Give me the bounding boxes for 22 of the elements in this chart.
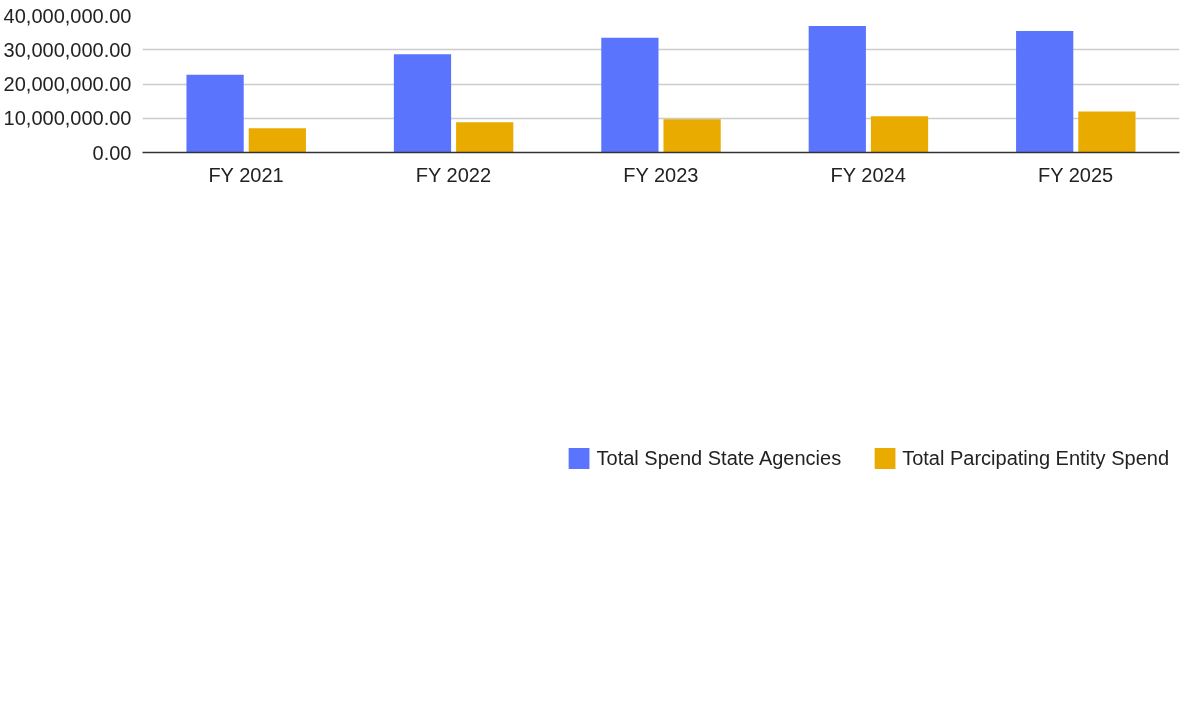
y-tick-label: 30,000,000.00 [3,38,132,61]
bar [393,54,452,153]
bar [1016,30,1074,153]
bar [808,26,866,153]
y-tick-label: 0.00 [92,141,132,164]
bar [456,122,514,153]
x-tick-label: FY 2024 [830,163,906,186]
x-tick-label: FY 2023 [623,163,699,186]
bar [601,37,659,153]
bar [663,119,721,153]
legend-label: Total Parcipating Entity Spend [902,446,1169,470]
bar [186,74,244,153]
x-tick-label: FY 2022 [415,163,492,186]
x-tick-label: FY 2021 [208,163,284,186]
bar [870,116,929,153]
bar [1078,111,1136,153]
x-tick-label: FY 2025 [1038,163,1114,186]
legend-label: Total Spend State Agencies [596,446,842,470]
y-tick-label: 10,000,000.00 [3,107,132,130]
y-tick-label: 40,000,000.00 [3,4,132,27]
y-tick-label: 20,000,000.00 [3,73,132,95]
bar [248,128,306,153]
